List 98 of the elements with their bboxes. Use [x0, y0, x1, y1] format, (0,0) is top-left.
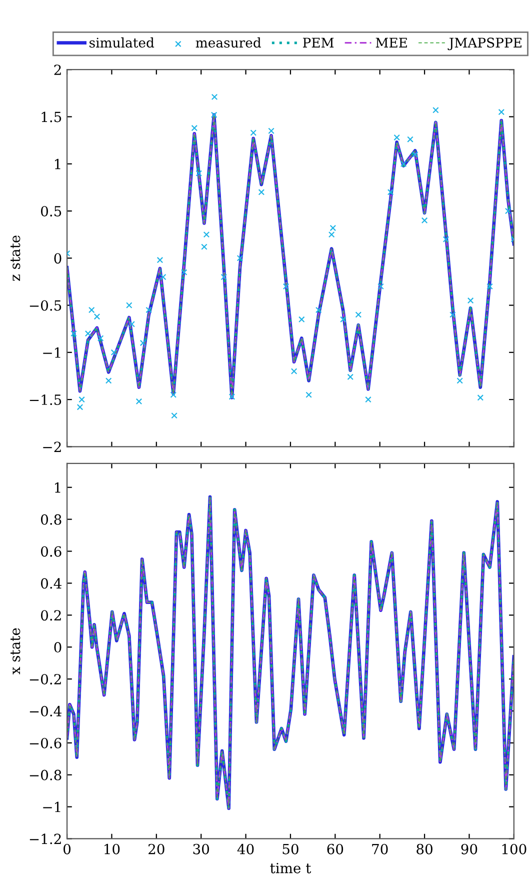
y-tick-label: 0 — [54, 642, 62, 653]
point — [477, 394, 484, 401]
point — [258, 188, 265, 196]
point — [84, 330, 92, 337]
point — [328, 231, 335, 238]
point — [170, 392, 177, 398]
x-axis-title: time t — [270, 862, 312, 874]
point — [171, 412, 178, 419]
point — [387, 188, 394, 196]
point — [201, 244, 208, 250]
point — [306, 392, 312, 398]
legend-label: measured — [196, 37, 261, 48]
point — [180, 269, 188, 276]
point — [203, 231, 210, 238]
y-tick-label: −0.6 — [30, 738, 62, 748]
legend-label: JMAPSPPE — [448, 38, 522, 50]
y-tick-label: 0 — [54, 253, 62, 264]
point — [340, 316, 346, 323]
point — [76, 404, 84, 410]
point — [105, 378, 112, 384]
point — [140, 340, 146, 346]
point — [282, 283, 290, 290]
x-tick-label: 30 — [193, 844, 210, 854]
point — [450, 312, 456, 318]
point — [394, 134, 400, 141]
y-tick-label: −0.8 — [30, 770, 62, 780]
point — [78, 396, 85, 403]
y-tick-label: −1 — [43, 802, 60, 812]
y-tick-label: −0.5 — [30, 300, 62, 311]
point — [211, 94, 218, 100]
point — [70, 330, 77, 337]
y-tick-label: 0.4 — [41, 578, 62, 589]
point — [467, 297, 474, 304]
y-tick-label: 1 — [55, 482, 60, 493]
point — [156, 256, 164, 264]
point — [330, 224, 336, 232]
point — [421, 217, 428, 224]
point — [432, 106, 439, 114]
y-tick-label: 0.6 — [41, 546, 62, 557]
x-tick-label: 10 — [104, 844, 120, 854]
point — [146, 306, 152, 314]
x-tick-label: 90 — [461, 844, 478, 854]
point — [88, 306, 95, 314]
x-tick-label: 100 — [502, 844, 526, 854]
legend-label: PEM — [302, 38, 334, 48]
point — [400, 160, 407, 168]
point — [196, 170, 202, 176]
point — [268, 128, 274, 134]
y-tick-label: 2 — [54, 64, 61, 75]
x-tick-label: 70 — [372, 844, 388, 854]
x-tick-label: 40 — [237, 844, 254, 854]
x-tick-label: 60 — [327, 844, 344, 854]
y-tick-label: −1 — [43, 347, 60, 358]
y-tick-label: −0.4 — [30, 706, 62, 716]
x-tick-label: 80 — [416, 844, 432, 854]
point — [504, 208, 512, 214]
y-tick-label: −2 — [43, 442, 61, 452]
point — [315, 306, 322, 314]
point — [160, 274, 166, 280]
point — [456, 378, 463, 384]
point — [378, 283, 384, 290]
point — [407, 136, 414, 143]
legend-label: MEE — [376, 38, 407, 48]
point — [236, 254, 244, 262]
point — [126, 302, 132, 308]
y-tick-label: 1.5 — [42, 112, 62, 122]
y-tick-label: −0.2 — [30, 674, 61, 684]
point — [228, 394, 236, 400]
point — [498, 108, 505, 116]
x-tick-label: 50 — [282, 844, 298, 854]
y-tick-label: −1.2 — [30, 834, 61, 844]
point — [365, 396, 372, 403]
point — [191, 124, 198, 132]
y-tick-label: 1 — [55, 158, 60, 170]
point — [110, 349, 118, 356]
y-axis-title: x state — [10, 628, 20, 674]
point — [290, 368, 298, 374]
x-tick-label: 0 — [64, 844, 71, 854]
point — [128, 320, 135, 328]
y-tick-label: 0.5 — [41, 206, 62, 216]
point — [412, 151, 418, 158]
point — [210, 112, 218, 118]
point — [298, 316, 305, 323]
y-tick-label: −1.5 — [30, 394, 62, 406]
point — [347, 374, 354, 380]
y-tick-label: 0.8 — [41, 514, 62, 525]
legend-label: simulated — [90, 37, 154, 48]
y-axis-title: z state — [10, 236, 20, 281]
point — [486, 283, 493, 290]
point — [136, 398, 142, 405]
point — [355, 312, 362, 318]
point — [220, 274, 228, 280]
point — [250, 130, 257, 136]
x-tick-label: 20 — [148, 844, 164, 854]
point — [442, 236, 450, 242]
point — [94, 313, 100, 320]
point — [97, 335, 104, 342]
y-tick-label: 0.2 — [41, 610, 61, 621]
